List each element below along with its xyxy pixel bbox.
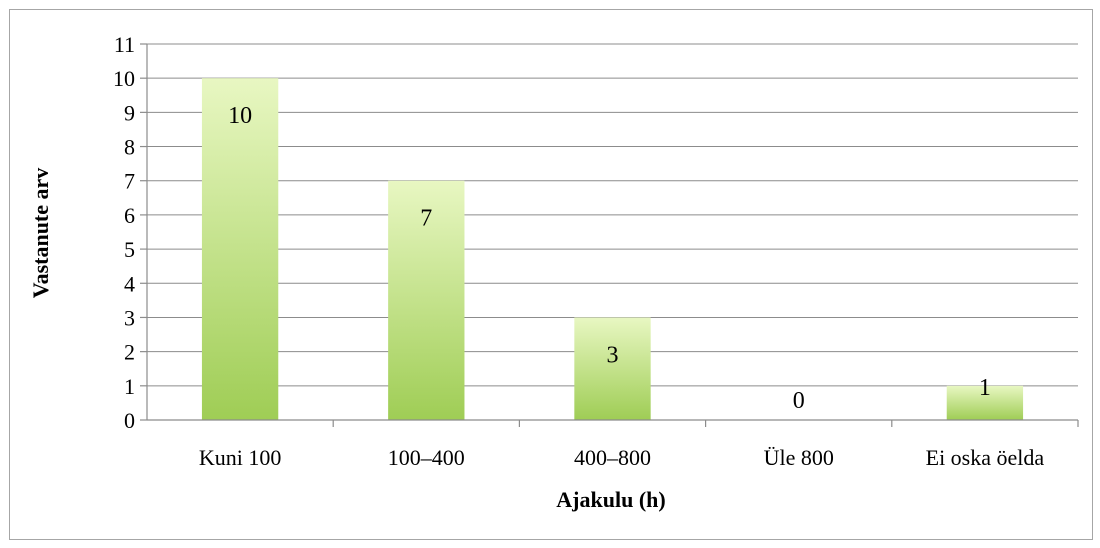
y-tick-label: 7	[124, 169, 135, 194]
chart-frame	[9, 9, 1093, 540]
y-tick-label: 3	[124, 305, 135, 330]
bar	[388, 180, 465, 420]
axes	[140, 43, 1079, 427]
y-axis-title: Vastanute arv	[28, 168, 53, 299]
x-tick-label: Kuni 100	[199, 445, 282, 470]
x-tick-label: Üle 800	[764, 445, 834, 470]
data-label: 3	[607, 342, 619, 368]
y-tick-label: 0	[124, 408, 135, 433]
bars	[201, 78, 1024, 420]
data-label: 1	[979, 375, 991, 401]
data-label: 10	[228, 103, 252, 129]
y-tick-label: 4	[124, 271, 135, 296]
y-tick-label: 2	[124, 340, 135, 365]
bar	[946, 385, 1024, 420]
bar	[201, 78, 279, 420]
y-tick-label: 1	[124, 374, 135, 399]
y-tick-label: 6	[124, 203, 135, 228]
x-axis-title: Ajakulu (h)	[556, 487, 665, 512]
x-tick-label: 400–800	[574, 445, 651, 470]
y-tick-label: 11	[114, 32, 135, 57]
x-tick-label: Ei oska öelda	[926, 445, 1045, 470]
gridlines	[147, 43, 1078, 387]
data-label: 0	[793, 388, 805, 414]
x-tick-label: 100–400	[388, 445, 465, 470]
data-label: 7	[420, 206, 432, 232]
y-tick-label: 8	[124, 135, 135, 160]
y-tick-label: 5	[124, 237, 135, 262]
y-tick-label: 10	[113, 66, 135, 91]
bar	[574, 317, 651, 420]
y-tick-label: 9	[124, 100, 135, 125]
